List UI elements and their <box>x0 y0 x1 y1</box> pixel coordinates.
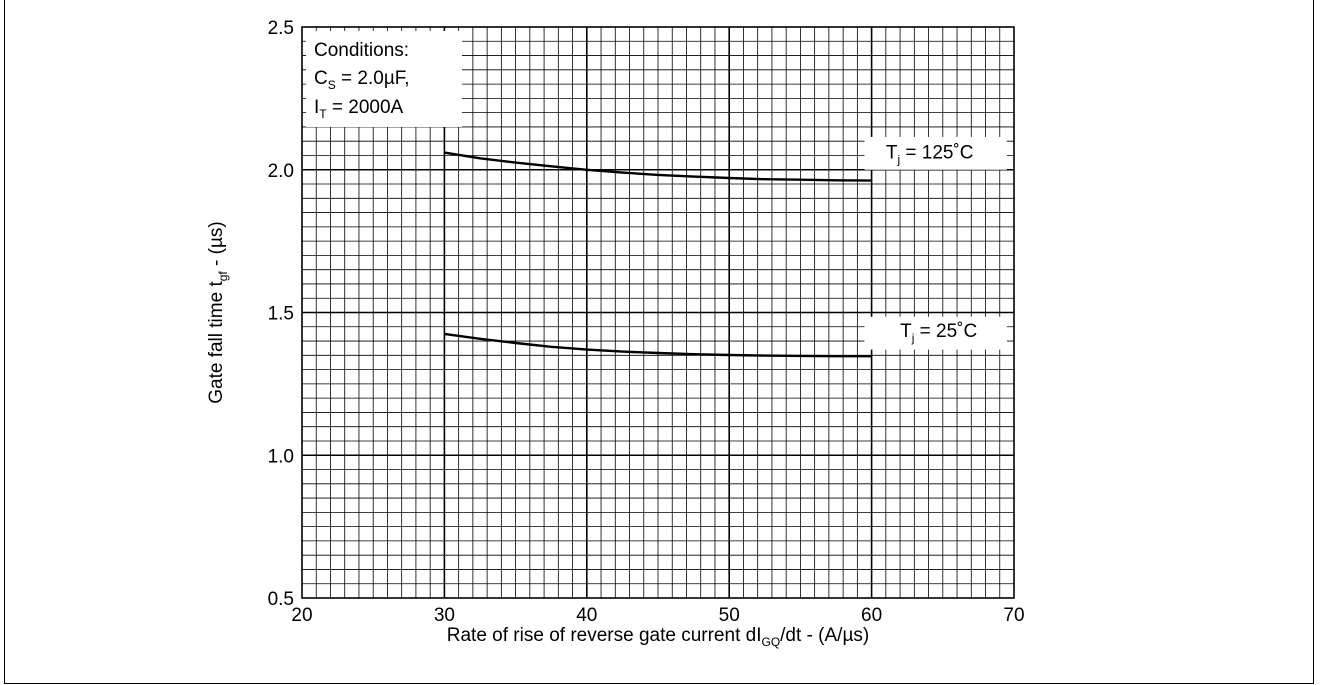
conditions-capacitance: CS = 2.0µF, <box>314 68 410 92</box>
conditions-box: Conditions: CS = 2.0µF, IT = 2000A <box>306 31 462 127</box>
x-tick-label: 70 <box>1003 605 1024 626</box>
series-line-25 <box>444 332 872 358</box>
y-tick-labels: 0.5 1.0 1.5 2.0 2.5 <box>268 18 294 610</box>
x-tick-label: 20 <box>291 605 312 626</box>
series-layer <box>444 151 872 358</box>
series-line-125 <box>444 151 872 182</box>
figure-frame <box>4 0 1314 684</box>
series-label-125-background <box>864 136 1007 170</box>
y-tick-label: 2.5 <box>268 18 294 39</box>
series-labels: Tj = 125˚C Tj = 25˚C <box>864 136 1007 350</box>
series-label-25: Tj = 25˚C <box>900 321 977 345</box>
y-tick-label: 2.0 <box>268 161 294 182</box>
y-tick-label: 1.5 <box>268 304 294 325</box>
y-axis-label: Gate fall time tgf - (µs) <box>206 221 230 404</box>
y-tick-label: 1.0 <box>268 446 294 467</box>
series-label-25-background <box>864 316 1007 350</box>
conditions-title: Conditions: <box>314 40 409 61</box>
x-axis-label: Rate of rise of reverse gate current dIG… <box>447 625 869 649</box>
series-label-125: Tj = 125˚C <box>886 142 974 166</box>
y-tick-label: 0.5 <box>268 589 294 610</box>
x-tick-label: 40 <box>576 605 597 626</box>
conditions-current: IT = 2000A <box>314 97 404 121</box>
x-tick-label: 50 <box>719 605 740 626</box>
x-tick-labels: 20 30 40 50 60 70 <box>291 605 1024 626</box>
x-tick-label: 60 <box>861 605 882 626</box>
x-tick-label: 30 <box>434 605 455 626</box>
plot-area-border <box>301 26 1015 599</box>
conditions-background <box>306 31 462 127</box>
